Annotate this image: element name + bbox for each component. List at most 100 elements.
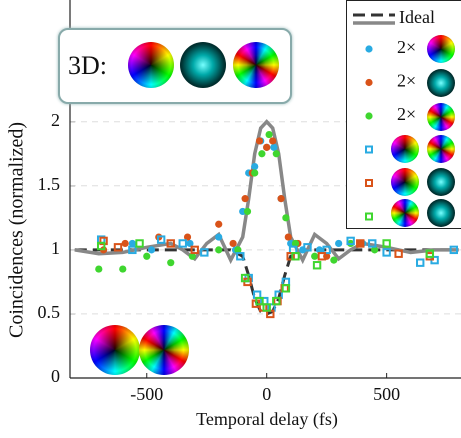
data-point	[265, 130, 273, 139]
data-point	[272, 296, 281, 306]
legend-icon	[391, 135, 419, 163]
mode-icon	[180, 42, 226, 88]
y-tick-label: 0	[51, 366, 60, 386]
data-point	[234, 246, 242, 254]
data-point	[371, 246, 379, 254]
data-point	[128, 239, 136, 248]
inset-label-holder: 3D:	[68, 51, 107, 80]
data-point	[96, 241, 106, 251]
legend-icon	[427, 199, 455, 227]
inset-label: 3D:	[68, 51, 107, 80]
data-point	[156, 235, 166, 244]
data-point	[215, 246, 223, 254]
data-point	[240, 273, 250, 283]
data-point	[121, 239, 129, 248]
legend-icon	[427, 35, 455, 63]
mode-icon	[139, 325, 189, 375]
legend-icon	[391, 199, 419, 227]
data-point	[95, 265, 103, 273]
data-point	[286, 252, 295, 261]
legend-marker	[365, 45, 373, 53]
data-point	[258, 150, 266, 158]
data-point	[322, 245, 331, 255]
data-point	[251, 162, 259, 171]
data-point	[190, 245, 199, 255]
data-point	[229, 239, 237, 248]
data-point	[186, 239, 194, 248]
x-tick-label: 500	[373, 384, 400, 404]
data-point	[113, 243, 123, 252]
data-point	[255, 137, 264, 145]
mode-icon	[233, 42, 279, 88]
data-point	[272, 150, 280, 158]
data-point	[382, 239, 391, 248]
data-point	[178, 239, 187, 248]
legend-marker	[365, 145, 373, 154]
mode-icon	[90, 325, 140, 375]
data-point	[449, 245, 459, 255]
data-point	[330, 256, 338, 264]
legend-icon	[427, 69, 455, 97]
mode-icon	[128, 42, 174, 88]
data-point	[215, 233, 223, 241]
y-axis-label: Coincidences (normalized)	[6, 122, 28, 338]
data-point	[282, 214, 290, 222]
legend-label: 2×	[397, 71, 416, 91]
data-point	[291, 252, 300, 261]
data-point	[128, 245, 137, 255]
data-point	[255, 296, 264, 306]
legend-marker	[365, 212, 373, 221]
data-point	[119, 265, 127, 273]
data-point	[416, 258, 425, 267]
x-tick-label: -500	[130, 384, 163, 404]
data-point	[183, 233, 192, 241]
data-point	[236, 252, 245, 261]
y-tick-label: 0.5	[38, 302, 61, 322]
data-point	[166, 239, 175, 248]
legend-icon	[427, 168, 455, 196]
x-tick-label: 0	[262, 384, 271, 404]
data-point	[262, 303, 271, 312]
data-point	[147, 246, 156, 254]
data-point	[188, 252, 196, 260]
data-point	[281, 284, 291, 293]
data-point	[303, 243, 312, 252]
data-point	[263, 143, 271, 151]
data-point	[425, 249, 435, 258]
data-point	[200, 248, 209, 257]
data-point	[143, 252, 151, 260]
data-point	[356, 239, 364, 248]
legend-marker	[365, 112, 373, 120]
data-point	[312, 261, 322, 270]
data-point	[284, 233, 292, 241]
data-point	[215, 220, 223, 228]
data-point	[269, 137, 277, 145]
data-point	[311, 252, 319, 260]
data-point	[317, 252, 327, 261]
data-point	[291, 239, 300, 248]
data-point	[356, 239, 365, 248]
legend-label: 2×	[397, 37, 416, 57]
data-point	[335, 239, 343, 248]
legend-icon	[391, 168, 419, 196]
ideal-line	[74, 119, 459, 265]
data-point	[277, 195, 285, 203]
legend-icon	[427, 103, 455, 131]
data-point	[394, 249, 403, 258]
legend: Ideal 2× 2× 2×	[346, 0, 461, 229]
y-tick-label: 1	[51, 238, 60, 258]
y-tick-label: 1.5	[38, 174, 61, 194]
data-point	[241, 195, 249, 203]
data-point	[167, 259, 175, 267]
y-tick-label: 2	[51, 110, 60, 130]
legend-icon	[427, 135, 455, 163]
inset-box: 3D:	[58, 28, 292, 104]
data-point	[135, 239, 144, 248]
legend-marker	[365, 179, 373, 187]
data-point	[346, 236, 355, 246]
x-axis-label: Temporal delay (fs)	[196, 409, 338, 430]
data-point	[243, 207, 252, 216]
data-point	[251, 169, 259, 177]
